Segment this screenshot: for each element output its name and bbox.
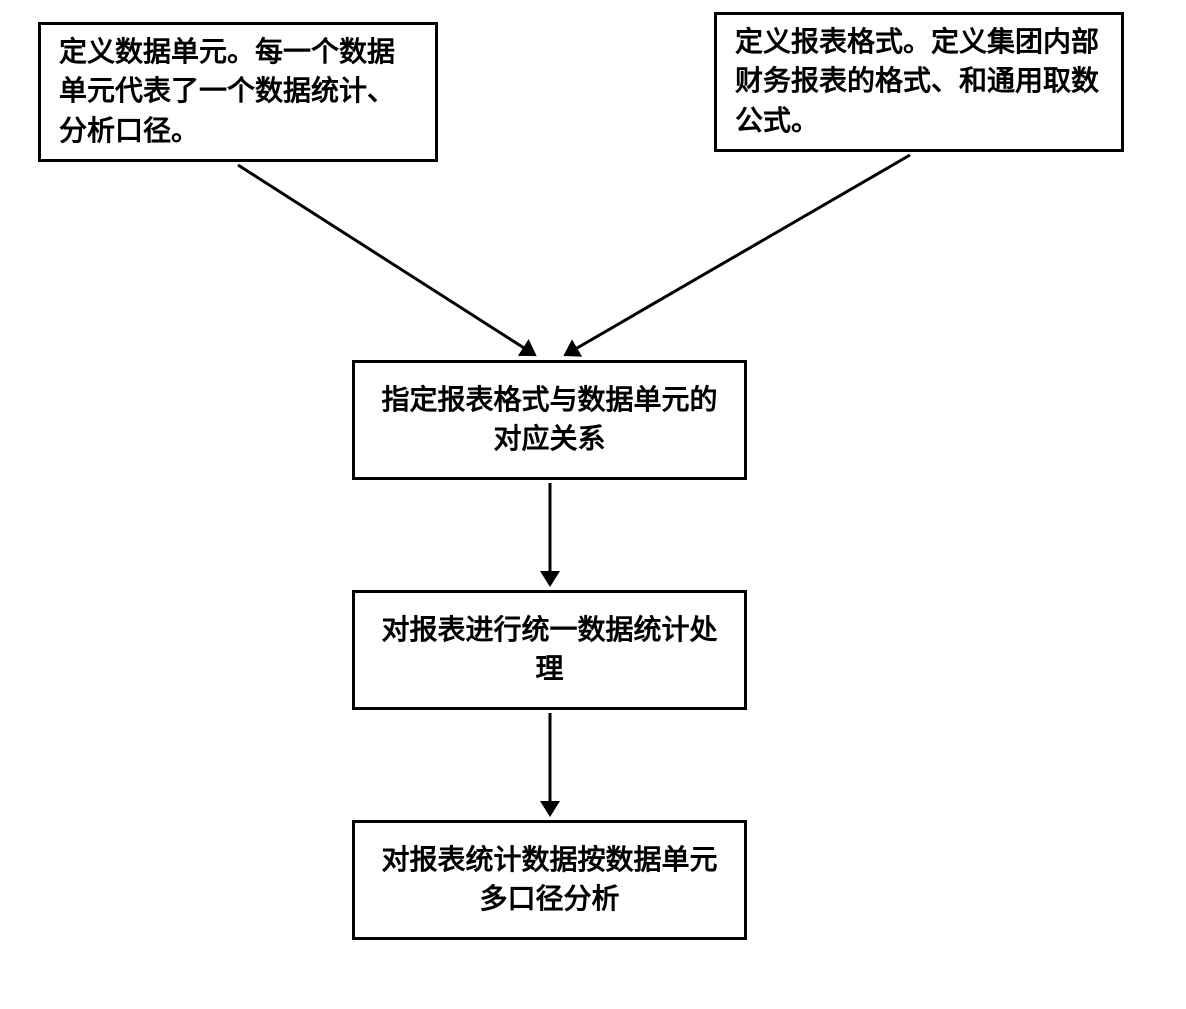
node-middle-1-text: 指定报表格式与数据单元的对应关系	[373, 381, 726, 459]
node-middle-3-text: 对报表统计数据按数据单元多口径分析	[373, 841, 726, 919]
edge-topleft-middle1	[238, 165, 535, 355]
node-middle-2-text: 对报表进行统一数据统计处理	[373, 611, 726, 689]
node-top-left-text: 定义数据单元。每一个数据单元代表了一个数据统计、分析口径。	[59, 33, 417, 151]
flowchart-container: 定义数据单元。每一个数据单元代表了一个数据统计、分析口径。 定义报表格式。定义集…	[0, 0, 1186, 1009]
node-top-right-text: 定义报表格式。定义集团内部财务报表的格式、和通用取数公式。	[735, 23, 1103, 141]
edge-topright-middle1	[565, 155, 910, 355]
node-middle-1: 指定报表格式与数据单元的对应关系	[352, 360, 747, 480]
node-middle-2: 对报表进行统一数据统计处理	[352, 590, 747, 710]
node-middle-3: 对报表统计数据按数据单元多口径分析	[352, 820, 747, 940]
node-top-left: 定义数据单元。每一个数据单元代表了一个数据统计、分析口径。	[38, 22, 438, 162]
node-top-right: 定义报表格式。定义集团内部财务报表的格式、和通用取数公式。	[714, 12, 1124, 152]
